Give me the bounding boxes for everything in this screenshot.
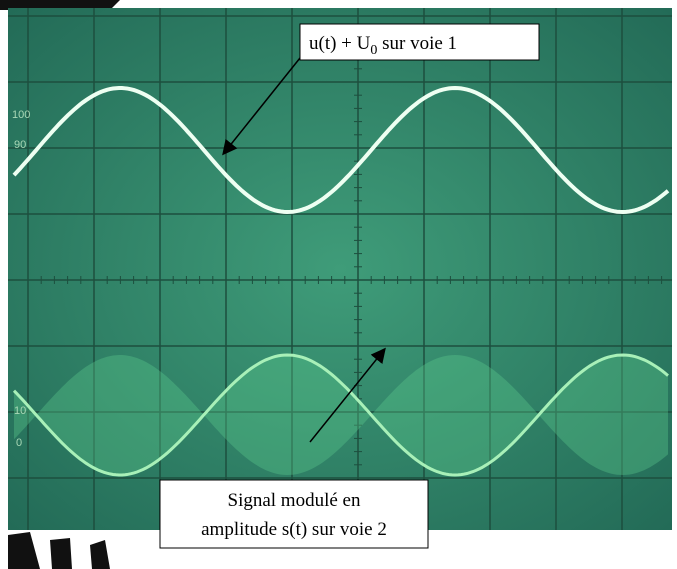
graticule-label: 10	[14, 405, 26, 417]
annotation-line: Signal modulé en	[228, 490, 361, 511]
graticule-label: 100	[12, 109, 30, 121]
page: 100 90 10 0 u(t) + U0 sur voie 1 Signal …	[0, 0, 677, 569]
annotation-text: sur voie 1	[377, 33, 457, 54]
graticule-label: 90	[14, 139, 26, 151]
graticule-label: 0	[16, 437, 22, 449]
annotation-text: u(t) + U	[309, 33, 371, 54]
annotation-line: amplitude s(t) sur voie 2	[201, 519, 387, 540]
annotation-subscript: 0	[370, 43, 377, 58]
oscilloscope-photo: 100 90 10 0 u(t) + U0 sur voie 1 Signal …	[0, 0, 677, 569]
